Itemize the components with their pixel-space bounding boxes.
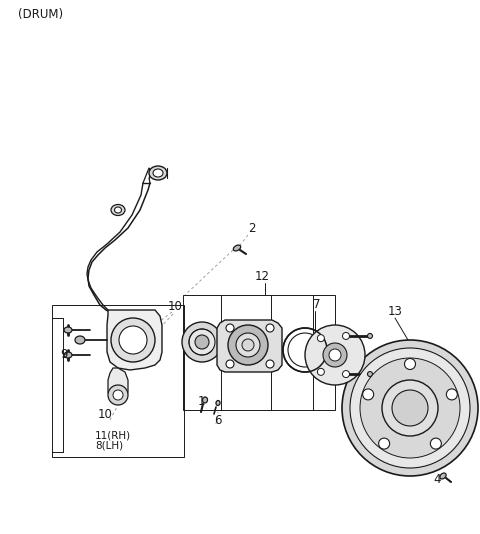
Ellipse shape	[440, 473, 446, 479]
Ellipse shape	[64, 327, 72, 333]
Circle shape	[342, 340, 478, 476]
Text: 10: 10	[98, 408, 113, 421]
Ellipse shape	[115, 207, 121, 213]
Text: 2: 2	[248, 222, 255, 235]
Ellipse shape	[203, 397, 207, 403]
Ellipse shape	[111, 205, 125, 216]
Text: 4: 4	[433, 473, 441, 486]
Ellipse shape	[233, 245, 240, 251]
Text: 7: 7	[313, 298, 321, 311]
Circle shape	[182, 322, 222, 362]
Circle shape	[195, 335, 209, 349]
Circle shape	[382, 380, 438, 436]
Bar	[183, 295, 335, 410]
Circle shape	[228, 325, 268, 365]
Circle shape	[350, 348, 470, 468]
Text: 10: 10	[168, 300, 183, 313]
Circle shape	[317, 335, 324, 342]
Text: 9: 9	[60, 348, 68, 361]
Circle shape	[329, 349, 341, 361]
Polygon shape	[107, 310, 162, 370]
Text: 11(RH): 11(RH)	[95, 430, 131, 440]
Circle shape	[343, 371, 349, 378]
Circle shape	[266, 324, 274, 332]
Circle shape	[226, 324, 234, 332]
Ellipse shape	[368, 372, 372, 376]
Text: 6: 6	[214, 414, 221, 427]
Ellipse shape	[64, 352, 72, 358]
Polygon shape	[217, 320, 282, 372]
Ellipse shape	[75, 336, 85, 344]
Text: 13: 13	[388, 305, 403, 318]
Text: 12: 12	[255, 270, 270, 283]
Circle shape	[305, 325, 365, 385]
Circle shape	[111, 318, 155, 362]
Circle shape	[317, 368, 324, 375]
Circle shape	[119, 326, 147, 354]
Circle shape	[189, 329, 215, 355]
Circle shape	[236, 333, 260, 357]
Bar	[52, 305, 184, 457]
Text: 8(LH): 8(LH)	[95, 441, 123, 451]
Circle shape	[431, 438, 442, 449]
Ellipse shape	[153, 169, 163, 177]
Text: 1: 1	[198, 395, 205, 408]
Circle shape	[360, 358, 460, 458]
Circle shape	[405, 358, 416, 370]
Circle shape	[108, 385, 128, 405]
Circle shape	[323, 343, 347, 367]
Circle shape	[379, 438, 390, 449]
Circle shape	[446, 389, 457, 400]
Text: (DRUM): (DRUM)	[18, 8, 63, 21]
Circle shape	[343, 333, 349, 340]
Ellipse shape	[368, 333, 372, 339]
Circle shape	[363, 389, 373, 400]
Circle shape	[113, 390, 123, 400]
Circle shape	[392, 390, 428, 426]
Ellipse shape	[216, 400, 220, 405]
Circle shape	[226, 360, 234, 368]
Ellipse shape	[149, 166, 167, 180]
Circle shape	[242, 339, 254, 351]
Circle shape	[266, 360, 274, 368]
Polygon shape	[108, 368, 128, 400]
